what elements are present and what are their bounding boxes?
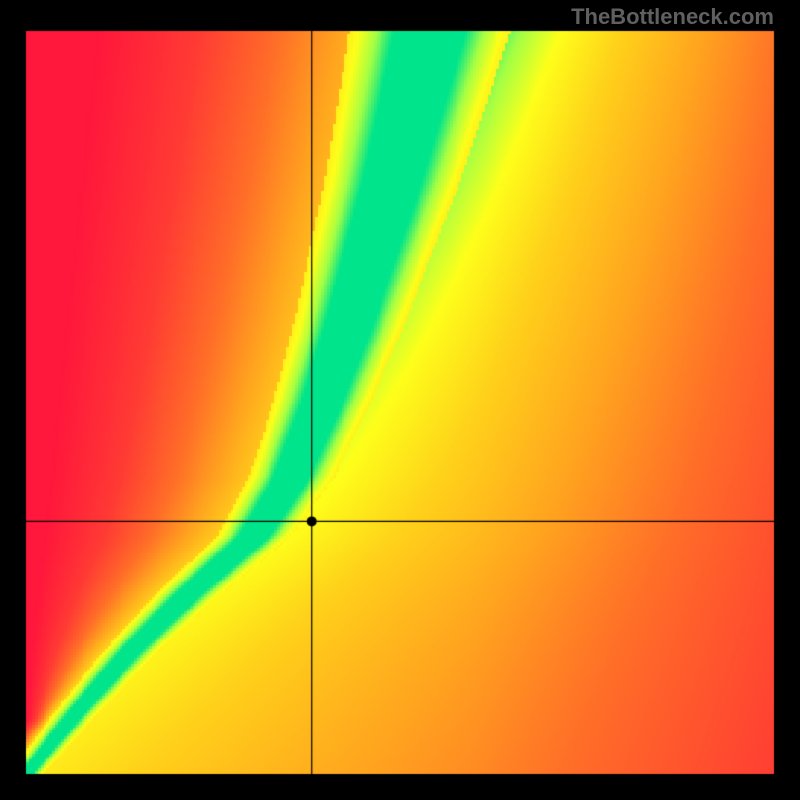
attribution-text: TheBottleneck.com [571,4,774,30]
bottleneck-heatmap [0,0,800,800]
